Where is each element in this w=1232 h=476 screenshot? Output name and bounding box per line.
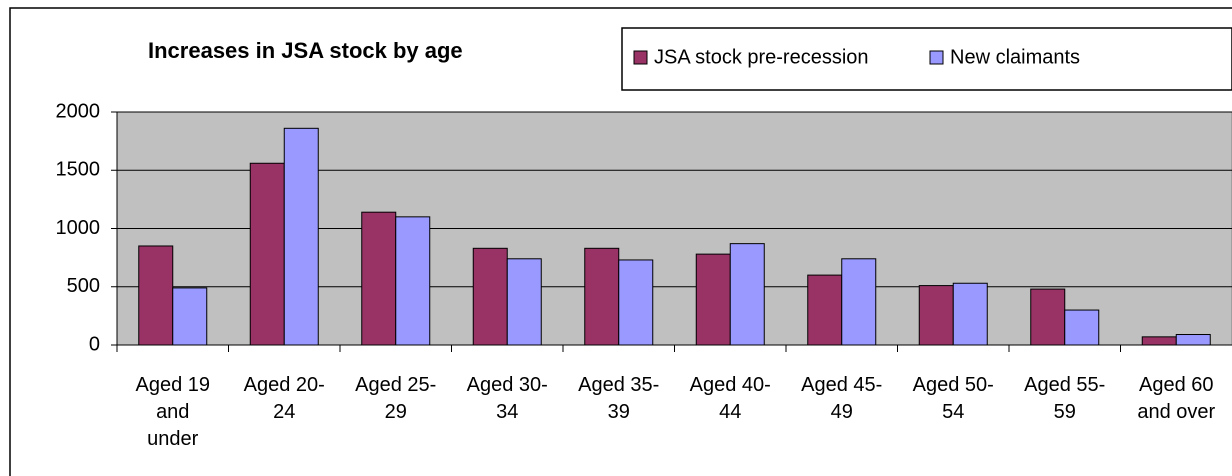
legend-label: JSA stock pre-recession <box>654 46 869 68</box>
legend-label: New claimants <box>950 46 1080 68</box>
bar <box>172 287 208 346</box>
bar <box>283 127 319 346</box>
bar <box>841 258 877 346</box>
x-tick-label: Aged 20-24 <box>243 374 325 423</box>
bar <box>1175 334 1211 346</box>
legend-swatch <box>633 50 648 65</box>
bar <box>249 162 285 346</box>
bar <box>695 253 731 346</box>
bar <box>918 285 954 346</box>
bar <box>1030 288 1066 346</box>
x-tick-label: Aged 25-29 <box>355 374 437 423</box>
legend-box <box>621 27 1232 91</box>
y-tick-label: 0 <box>89 333 100 355</box>
bar <box>729 243 765 346</box>
y-tick-label: 1500 <box>56 159 101 181</box>
y-tick-label: 2000 <box>56 100 101 122</box>
x-tick-label: Aged 45-49 <box>801 374 883 423</box>
x-tick-label: Aged 60 and over <box>1137 374 1216 423</box>
x-tick-label: Aged 55-59 <box>1024 374 1106 423</box>
bar <box>1064 309 1100 346</box>
legend-swatch <box>929 50 944 65</box>
bar <box>1141 336 1177 346</box>
bar <box>506 258 542 346</box>
x-tick-label: Aged 35-39 <box>578 374 660 423</box>
x-tick-label: Aged 19 and under <box>135 374 210 450</box>
bar <box>361 211 397 346</box>
bar <box>584 247 620 346</box>
bar <box>807 274 843 346</box>
bar <box>952 282 988 346</box>
chart-title: Increases in JSA stock by age <box>148 38 463 63</box>
bar <box>395 216 431 346</box>
x-tick-label: Aged 40-44 <box>689 374 771 423</box>
y-tick-label: 1000 <box>56 217 101 239</box>
y-tick-label: 500 <box>67 275 100 297</box>
bar <box>472 247 508 346</box>
x-tick-label: Aged 50-54 <box>912 374 994 423</box>
bar <box>618 259 654 346</box>
x-tick-label: Aged 30-34 <box>466 374 548 423</box>
bar <box>138 245 174 346</box>
